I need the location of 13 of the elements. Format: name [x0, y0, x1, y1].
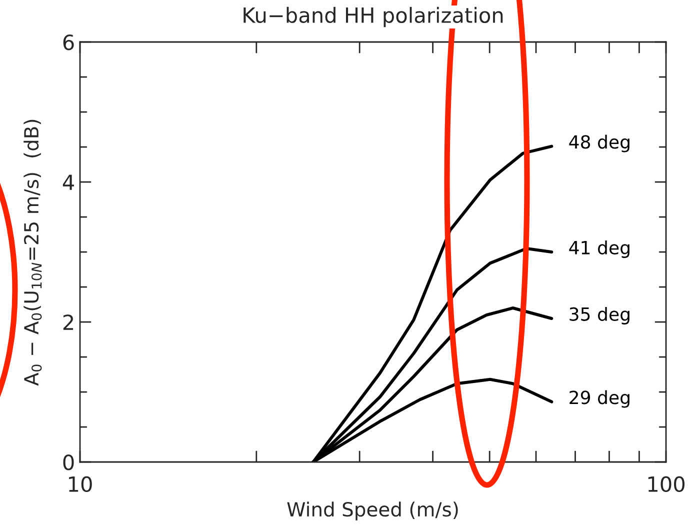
x-axis-title: Wind Speed (m/s) [287, 502, 458, 520]
y-tick-label: 0 [63, 454, 74, 470]
series-label: 29 deg [570, 390, 630, 408]
y-tick-label: 2 [63, 314, 74, 330]
series-label: 35 deg [570, 306, 630, 324]
y-tick-label: 4 [62, 174, 74, 190]
series-label: 48 deg [569, 134, 630, 152]
series-label: 41 deg [569, 240, 630, 258]
y-axis-title: A$_{0}$ − A$_{0}$(U$_{10N}$=25 m/s) (dB) [24, 120, 42, 386]
x-tick-label: 100 [648, 476, 684, 492]
chart-title: Ku−band HH polarization [244, 6, 503, 28]
y-tick-label: 6 [63, 34, 74, 50]
x-tick-label: 10 [69, 476, 92, 492]
